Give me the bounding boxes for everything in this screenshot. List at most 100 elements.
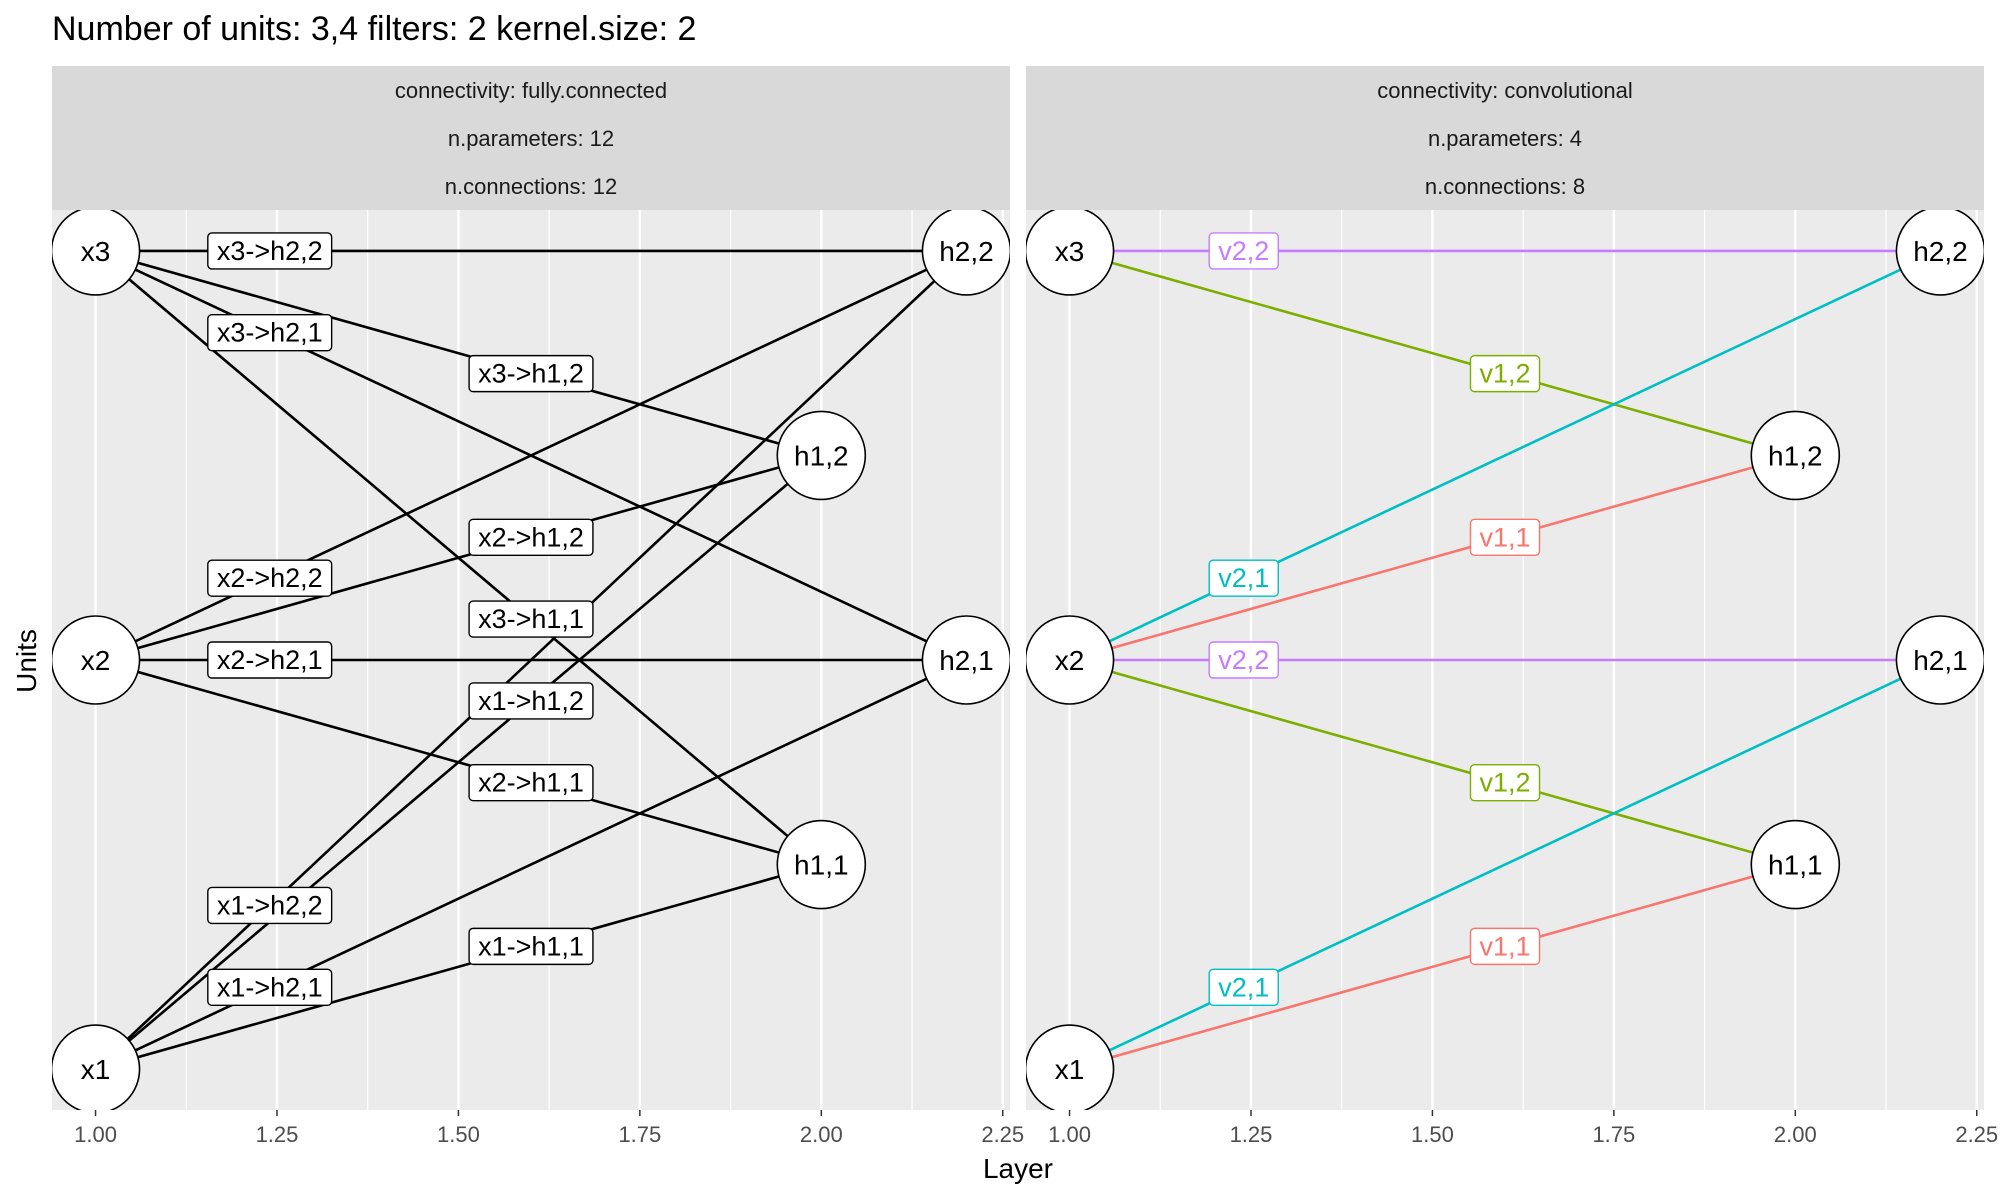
edge-label-text: x2->h2,2 <box>217 563 323 593</box>
node-label: x2 <box>1055 645 1085 676</box>
edge-label-x3-h2-2: x3->h2,2 <box>207 232 333 270</box>
edge-label-x1-h2-1: x1->h2,1 <box>207 968 333 1006</box>
edge-label-v2-1: v2,1 <box>1208 968 1279 1006</box>
edge-x2-to-h1-1 <box>1069 658 1796 866</box>
node-h2-2: h2,2 <box>1895 210 1984 296</box>
x-axis: 1.00 1.25 1.50 1.75 2.00 2.25 <box>74 1110 1024 1147</box>
edge-label-box <box>468 927 594 966</box>
node-circle <box>1895 210 1984 296</box>
edge-label-x3-h1-2: x3->h1,2 <box>468 354 594 393</box>
strip-label: n.connections: 12 <box>445 174 617 199</box>
edge-label-box <box>207 641 333 679</box>
edge-x3-to-h1-2 <box>1069 249 1796 457</box>
edge-label-v2-1: v2,1 <box>1208 559 1279 597</box>
edge-label-x1-h1-2: x1->h1,2 <box>468 682 594 720</box>
edge-label-box <box>468 518 594 556</box>
edge-label-box <box>468 600 594 638</box>
edge-label-box <box>468 682 594 720</box>
edge-label-text: x2->h2,1 <box>217 645 323 675</box>
edge-label-text: v2,1 <box>1218 972 1269 1002</box>
edge-x1-to-h1-1 <box>95 863 822 1071</box>
node-label: h1,2 <box>1768 440 1823 471</box>
edge-label-v2-2: v2,2 <box>1208 641 1279 679</box>
edge-label-v1-2: v1,2 <box>1469 764 1541 802</box>
edge-x3-to-h1-2 <box>95 249 822 457</box>
panel-2: connectivity: convolutional n.parameters:… <box>1026 66 1998 1147</box>
edge-label-x1-h2-2: x1->h2,2 <box>207 886 333 925</box>
node-label: h2,1 <box>939 645 994 676</box>
node-h1-2: h1,2 <box>1750 410 1841 501</box>
edge-label-x3-h1-1: x3->h1,1 <box>468 600 594 638</box>
node-label: h1,1 <box>1768 850 1823 881</box>
node-circle <box>776 819 867 910</box>
node-h1-1: h1,1 <box>1750 819 1841 910</box>
x-tick-label: 1.75 <box>1592 1122 1635 1147</box>
strip-label: n.parameters: 4 <box>1428 126 1582 151</box>
node-circle <box>52 615 141 705</box>
facet-strip: connectivity: fully.connected n.parameter… <box>52 66 1010 210</box>
edge-label-box <box>468 354 594 393</box>
x-tick-label: 2.25 <box>1955 1122 1998 1147</box>
edge-label-text: x1->h1,2 <box>478 686 584 716</box>
edge-label-box <box>207 232 333 270</box>
edge-label-box <box>1208 232 1279 270</box>
node-h1-2: h1,2 <box>776 410 867 501</box>
node-label: h2,2 <box>939 236 994 267</box>
node-circle <box>921 210 1010 296</box>
node-label: h1,2 <box>794 440 849 471</box>
edge-label-text: x3->h2,2 <box>217 236 323 266</box>
edge-label-text: v1,2 <box>1479 768 1530 798</box>
node-circle <box>52 1024 141 1110</box>
strip-label: connectivity: fully.connected <box>395 78 667 103</box>
plot-content: v2,2 v1,2 v2,1 v1,1 v2,2 v1,2 v2,1 v1,1 x1 x2 x3 h1… <box>1026 210 1984 1110</box>
edge-label-v1-1: v1,1 <box>1469 518 1541 556</box>
x-tick-label: 1.50 <box>437 1122 480 1147</box>
node-circle <box>776 410 867 501</box>
node-label: x3 <box>1055 236 1085 267</box>
node-h2-1: h2,1 <box>1895 615 1984 705</box>
x-tick-label: 1.25 <box>1230 1122 1273 1147</box>
edge-label-text: v1,1 <box>1479 522 1530 552</box>
node-label: x1 <box>1055 1054 1085 1085</box>
edge-label-box <box>207 968 333 1006</box>
edge-labels: x3->h2,2 x3->h2,1 x3->h1,2 x3->h1,1 x2->h2,2… <box>207 232 594 1006</box>
facet-strip: connectivity: convolutional n.parameters:… <box>1026 66 1984 210</box>
node-circle <box>1026 210 1115 296</box>
edge-label-box <box>1469 927 1541 966</box>
x-tick-label: 1.75 <box>618 1122 661 1147</box>
edge-label-text: v2,1 <box>1218 563 1269 593</box>
node-circle <box>1026 615 1115 705</box>
edge-label-box <box>1208 559 1279 597</box>
node-x2: x2 <box>1026 615 1115 705</box>
node-h2-1: h2,1 <box>921 615 1010 705</box>
node-label: x1 <box>81 1054 111 1085</box>
edge-label-box <box>207 314 333 352</box>
edge-label-x2-h1-1: x2->h1,1 <box>468 764 594 802</box>
edge-x1-to-h1-1 <box>1069 863 1796 1071</box>
strip-label: connectivity: convolutional <box>1377 78 1633 103</box>
x-tick-label: 1.50 <box>1411 1122 1454 1147</box>
nodes: x1 x2 x3 h1,1 h1,2 h2,1 h2,2 <box>52 210 1010 1110</box>
node-x1: x1 <box>52 1024 141 1110</box>
edge-label-box <box>1469 518 1541 556</box>
strip-label: n.parameters: 12 <box>448 126 614 151</box>
strip-background <box>52 66 1010 210</box>
edge-x1-to-h1-2 <box>94 454 823 1071</box>
edge-label-v2-2: v2,2 <box>1208 232 1279 270</box>
node-x3: x3 <box>1026 210 1115 296</box>
edge-x2-to-h1-2 <box>1069 454 1796 662</box>
edge-label-text: x3->h1,2 <box>478 359 584 389</box>
edge-label-v1-1: v1,1 <box>1469 927 1541 966</box>
edge-label-x2-h2-2: x2->h2,2 <box>207 559 333 597</box>
edge-label-text: v1,1 <box>1479 931 1530 961</box>
edge-label-x1-h1-1: x1->h1,1 <box>468 927 594 966</box>
edge-label-text: x1->h2,2 <box>217 890 323 920</box>
node-h2-2: h2,2 <box>921 210 1010 296</box>
edge-label-box <box>207 559 333 597</box>
edges <box>94 249 968 1071</box>
strip-background <box>1026 66 1984 210</box>
node-x2: x2 <box>52 615 141 705</box>
edge-x2-to-h1-2 <box>95 454 822 662</box>
edge-label-text: x1->h1,1 <box>478 931 584 961</box>
